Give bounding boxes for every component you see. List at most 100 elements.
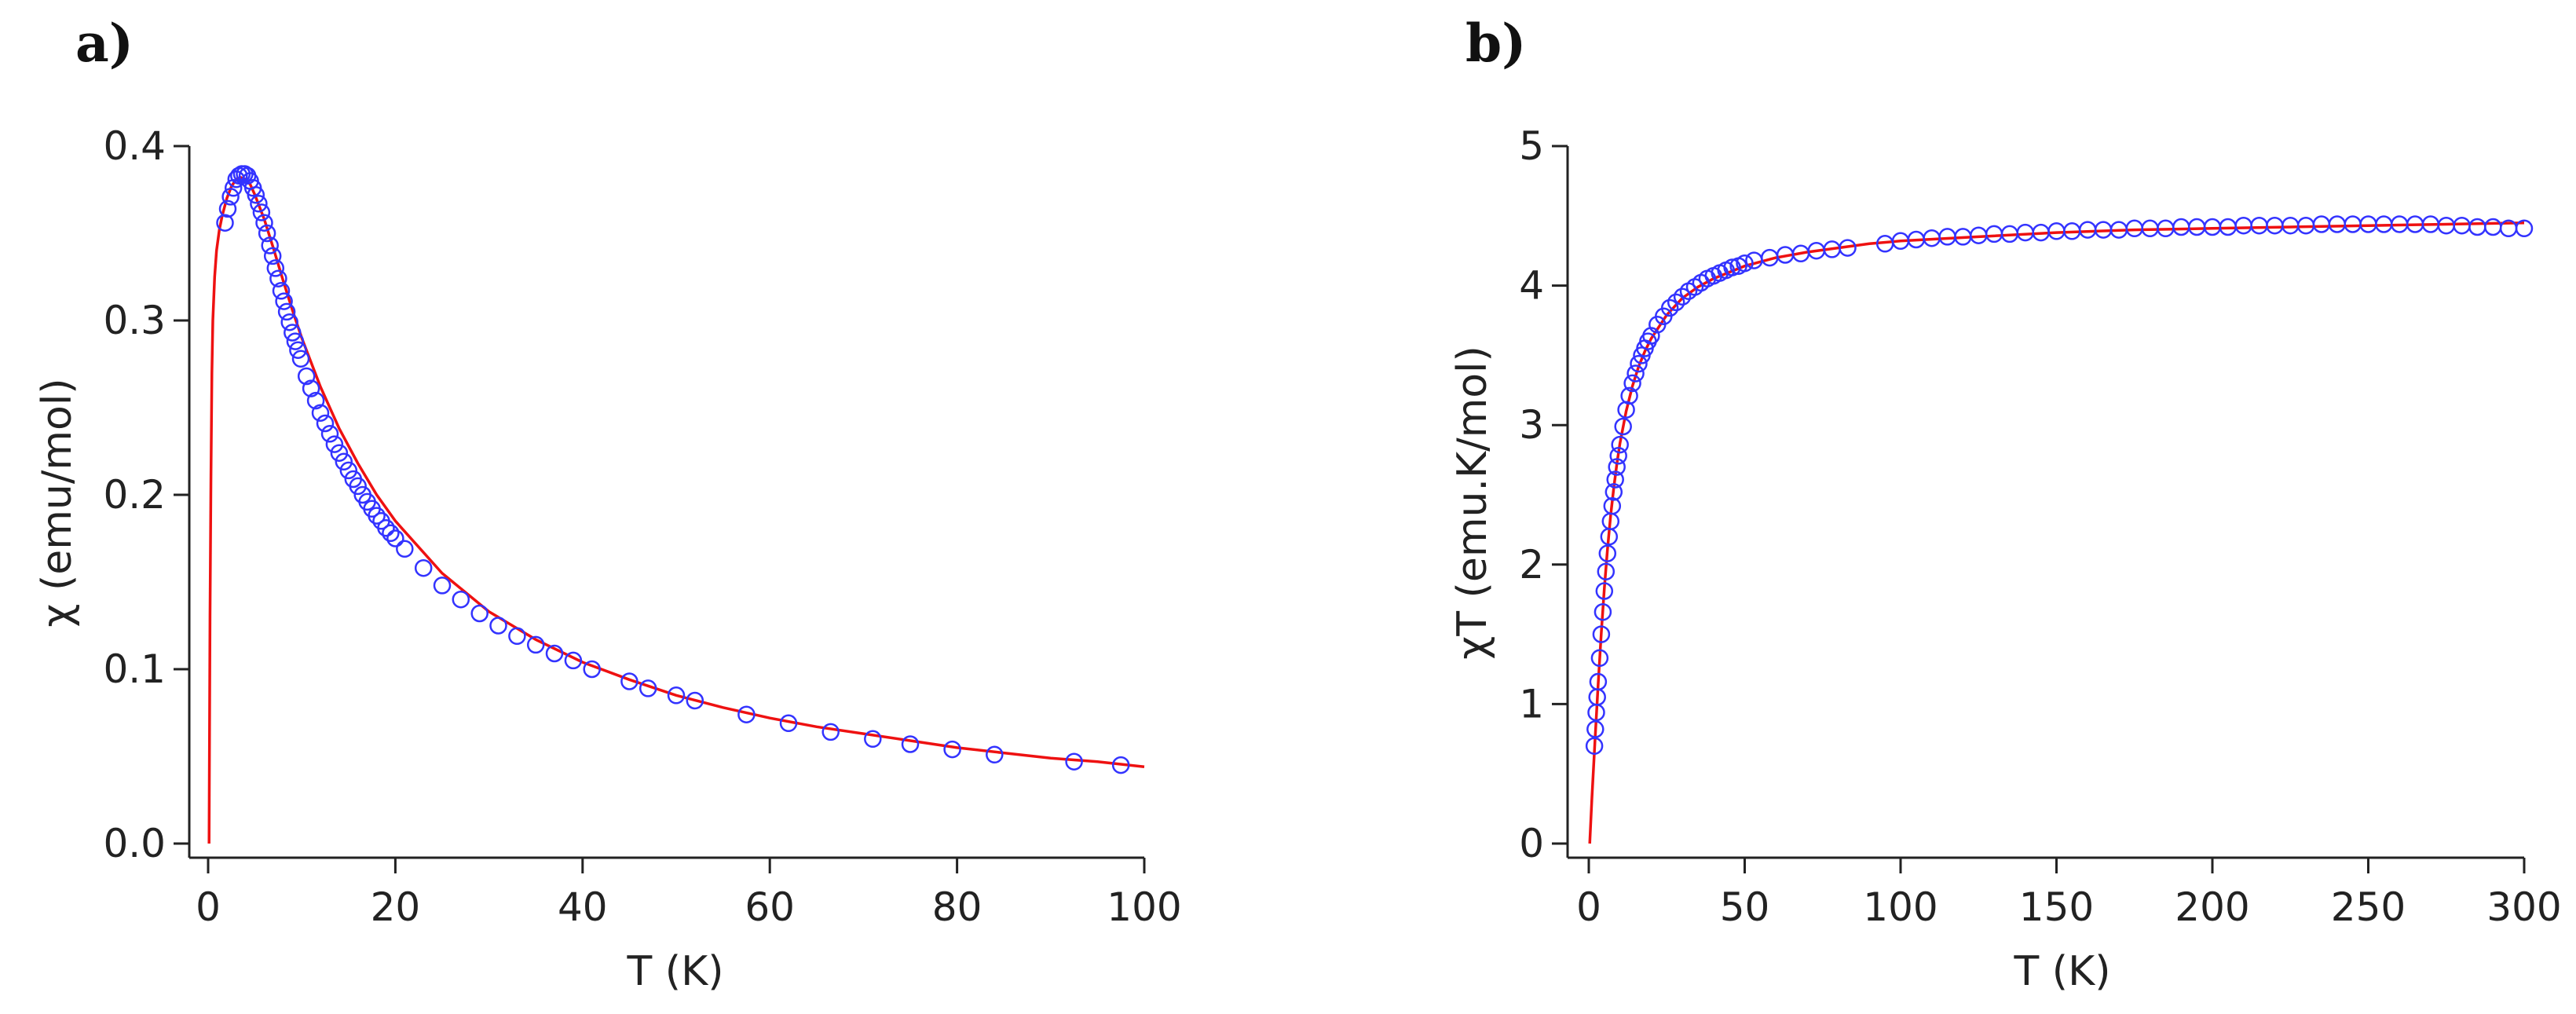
- panel-b-data-point: [2484, 218, 2502, 236]
- panel-a-data-point: [901, 735, 920, 753]
- panel-b-data-point: [1589, 672, 1608, 691]
- panel-a-label: a): [75, 13, 134, 74]
- panel-a-fit-layer: [207, 176, 1145, 844]
- panel-b-data-point: [1620, 386, 1638, 405]
- panel-b-data-point: [1673, 287, 1692, 306]
- panel-b-x-tick-label: 50: [1720, 884, 1770, 930]
- panel-a-data-point: [216, 214, 234, 232]
- panel-b-data-point: [1623, 374, 1641, 393]
- panel-a-data-point: [526, 635, 545, 654]
- panel-a-data-point: [320, 425, 339, 443]
- panel-b-x-tick-label: 250: [2331, 884, 2406, 930]
- panel-b-data-point: [2312, 215, 2331, 233]
- panel-b-points-layer: [1585, 215, 2534, 755]
- panel-a-data-point: [583, 660, 601, 679]
- panel-a-data-point: [269, 269, 287, 287]
- panel-b-y-tick-label: 3: [1519, 402, 1544, 448]
- panel-a-data-point: [779, 714, 798, 733]
- panel-a-data-point: [258, 224, 276, 243]
- panel-b-fit-layer: [1588, 221, 2525, 844]
- panel-a-data-point: [284, 324, 302, 342]
- panel-a-x-tick-label: 20: [371, 884, 421, 930]
- panel-a-data-point: [382, 524, 400, 543]
- panel-a-x-tick-label: 40: [558, 884, 608, 930]
- panel-a-data-point: [280, 313, 298, 331]
- panel-b-data-point: [2234, 216, 2252, 235]
- panel-b-y-tick-label: 0: [1519, 821, 1544, 866]
- panel-a-data-point: [386, 529, 404, 547]
- panel-a-data-point: [489, 617, 507, 635]
- panel-a-x-tick-label: 100: [1107, 884, 1181, 930]
- panel-a-data-point: [433, 577, 452, 595]
- panel-a-data-point: [943, 740, 961, 759]
- panel-a-data-point: [864, 730, 882, 749]
- panel-b-y-tick-label: 1: [1519, 681, 1544, 727]
- panel-b-data-point: [2453, 216, 2471, 235]
- panel-b-data-point: [2344, 215, 2362, 233]
- panel-b-data-point: [2187, 218, 2206, 236]
- panel-a-points-layer: [216, 165, 1130, 774]
- panel-a-x-tick-label: 60: [745, 884, 795, 930]
- panel-b-fit-curve: [1588, 221, 2525, 844]
- panel-a-data-point: [339, 461, 358, 480]
- panel-a-x-tick-label: 0: [196, 884, 221, 930]
- panel-b-data-point: [1594, 602, 1612, 621]
- panel-a-data-point: [414, 558, 433, 577]
- panel-b-x-tick-label: 200: [2175, 884, 2249, 930]
- panel-a-x-tick-label: 80: [932, 884, 982, 930]
- panel-b-data-point: [2468, 218, 2486, 236]
- panel-a-data-point: [261, 236, 279, 254]
- panel-b-data-point: [2515, 219, 2534, 238]
- panel-b-y-tick-label: 5: [1519, 123, 1544, 169]
- panel-a-data-point: [275, 292, 293, 310]
- panel-b-data-point: [1598, 544, 1617, 562]
- panel-a-data-point: [316, 414, 335, 433]
- panel-b-x-tick-label: 150: [2019, 884, 2094, 930]
- panel-a-data-point: [986, 745, 1004, 764]
- chart-panel-a: a) 0 20 40 60 80 100 0.0 0.1 0.2 0.3 0.4 T (K) χ (…: [34, 13, 1182, 995]
- panel-a-y-tick-label: 0.1: [103, 646, 166, 692]
- panel-b-data-point: [1590, 649, 1609, 668]
- panel-b-data-point: [2328, 215, 2347, 233]
- panel-a-fit-curve: [207, 176, 1145, 844]
- panel-b-data-point: [1630, 354, 1648, 373]
- panel-b-y-tick-label: 4: [1519, 263, 1544, 309]
- panel-b-data-point: [1736, 254, 1754, 273]
- panel-b-y-axis-label: χT (emu.K/mol): [1449, 346, 1496, 660]
- panel-a-data-point: [470, 604, 488, 623]
- panel-a-y-tick-label: 0.0: [103, 821, 166, 866]
- panel-b-data-point: [1608, 458, 1626, 476]
- panel-a-x-axis-label: T (K): [627, 948, 724, 995]
- panel-a-data-point: [377, 518, 395, 537]
- panel-b-data-point: [1605, 483, 1623, 501]
- panel-b-data-point: [1938, 228, 1956, 246]
- panel-b-data-point: [1614, 417, 1632, 436]
- panel-a-data-point: [255, 214, 273, 232]
- panel-a-y-tick-label: 0.4: [103, 123, 166, 169]
- panel-a-data-point: [452, 590, 470, 609]
- panel-b-x-tick-label: 300: [2486, 884, 2561, 930]
- panel-b-data-point: [2172, 218, 2190, 236]
- panel-b-data-point: [1745, 251, 1763, 269]
- panel-b-label: b): [1465, 13, 1526, 74]
- panel-b-data-point: [2078, 221, 2097, 239]
- panel-a-data-point: [349, 477, 367, 496]
- panel-b-data-point: [1617, 401, 1635, 419]
- panel-a-y-tick-label: 0.2: [103, 472, 166, 518]
- panel-a-data-point: [368, 507, 386, 525]
- panel-b-x-tick-label: 100: [1863, 884, 1937, 930]
- panel-b-data-point: [1985, 225, 2003, 243]
- panel-a-data-point: [396, 540, 414, 558]
- panel-a-data-point: [545, 644, 564, 663]
- panel-b-data-point: [1586, 720, 1605, 738]
- panel-b-data-point: [1723, 258, 1741, 276]
- panel-b-x-tick-label: 0: [1576, 884, 1601, 930]
- panel-a-data-point: [667, 686, 686, 705]
- panel-b-data-point: [1839, 239, 1857, 257]
- panel-a-data-point: [325, 435, 344, 453]
- panel-b-data-point: [1592, 625, 1611, 643]
- panel-a-data-point: [263, 247, 282, 265]
- panel-b-data-point: [1606, 470, 1624, 489]
- panel-a-data-point: [291, 350, 310, 368]
